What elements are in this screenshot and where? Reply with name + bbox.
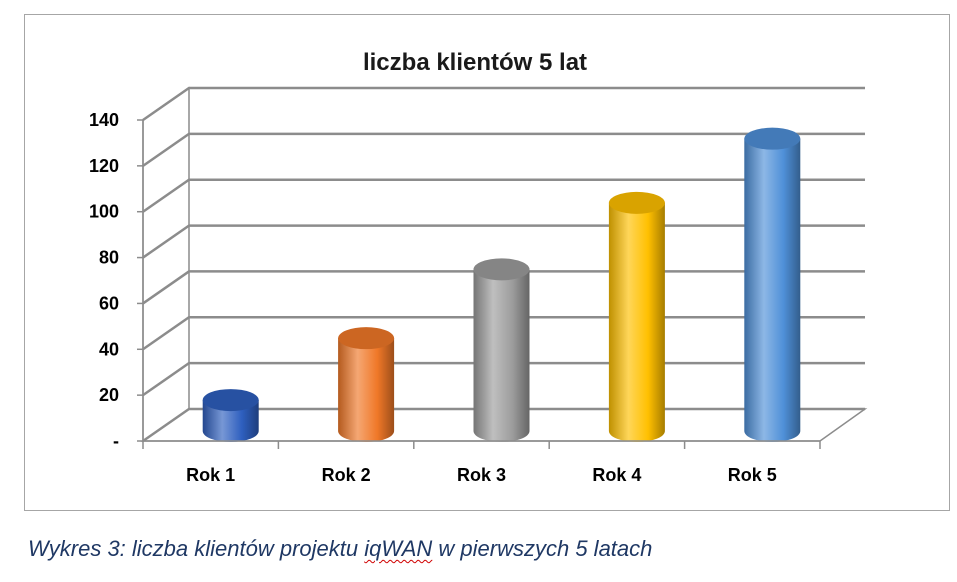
bar-body [202, 400, 259, 443]
x-tick-label: Rok 5 [728, 465, 777, 485]
bar-4 [608, 191, 665, 443]
bar-1 [202, 389, 259, 443]
x-tick-label: Rok 2 [322, 465, 371, 485]
y-tick-label: 60 [99, 293, 119, 313]
caption-prefix: Wykres 3: liczba klientów projektu [28, 536, 365, 561]
y-tick-label: 140 [89, 110, 119, 130]
y-tick-label: - [113, 431, 119, 451]
caption-flagged-word: iqWAN [364, 536, 433, 561]
figure-caption: Wykres 3: liczba klientów projektu iqWAN… [28, 536, 652, 562]
bar-top [202, 389, 259, 412]
side-wall [142, 86, 190, 443]
y-tick-label: 80 [99, 248, 119, 268]
gridline [142, 178, 865, 213]
bar-5 [744, 127, 801, 443]
y-tick-label: 40 [99, 339, 119, 359]
y-tick-label: 100 [89, 202, 119, 222]
bars [202, 127, 801, 443]
gridline [142, 86, 865, 122]
chart-area: liczba klientów 5 lat - 20 40 60 80 100 120 140… [24, 14, 950, 511]
y-axis-ticks: - 20 40 60 80 100 120 140 [89, 110, 144, 451]
y-tick-label: 120 [89, 156, 119, 176]
x-tick-label: Rok 4 [592, 465, 641, 485]
caption-suffix: w pierwszych 5 latach [432, 536, 653, 561]
bar-body [473, 269, 530, 443]
gridlines [142, 86, 865, 443]
bar-top [744, 127, 801, 150]
bar-2 [338, 327, 395, 443]
bar-top [473, 258, 530, 281]
y-tick-label: 20 [99, 385, 119, 405]
bar-body [608, 202, 665, 443]
bar-chart: liczba klientów 5 lat - 20 40 60 80 100 120 140… [89, 49, 868, 485]
bar-top [338, 327, 395, 350]
bar-3 [473, 258, 530, 443]
bar-body [744, 138, 801, 443]
bar-top [608, 191, 665, 214]
x-tick-label: Rok 3 [457, 465, 506, 485]
bar-body [338, 338, 395, 443]
x-tick-label: Rok 1 [186, 465, 235, 485]
chart-title: liczba klientów 5 lat [363, 49, 587, 76]
x-axis-labels: Rok 1 Rok 2 Rok 3 Rok 4 Rok 5 [142, 440, 821, 485]
gridline [142, 132, 865, 167]
